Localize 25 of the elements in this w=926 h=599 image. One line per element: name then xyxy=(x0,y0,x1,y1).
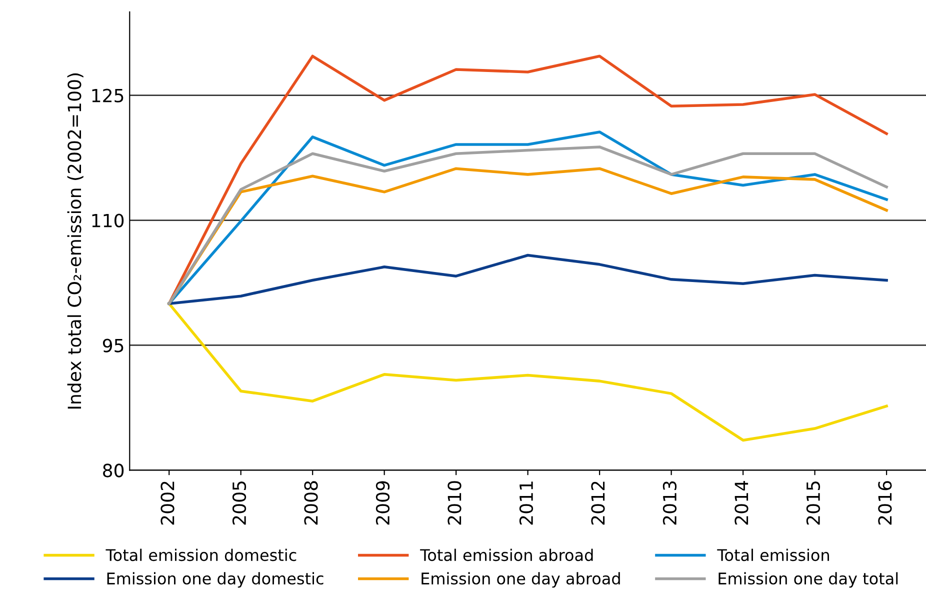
x-tick-label: 2010 xyxy=(448,481,462,525)
x-tick-label: 2016 xyxy=(878,481,892,525)
legend-label: Emission one day abroad xyxy=(422,572,620,588)
x-tick-label: 2013 xyxy=(662,481,677,525)
y-tick-label: 125 xyxy=(92,88,124,102)
x-tick-label: 2012 xyxy=(591,482,605,525)
line-series xyxy=(168,302,888,442)
x-tick-label: 2011 xyxy=(519,482,534,525)
x-tick-label: 2014 xyxy=(734,480,748,525)
y-axis-title: Index total CO₂-emission (2002=100) xyxy=(67,73,84,409)
y-tick-label: 95 xyxy=(102,338,124,352)
line-series xyxy=(168,254,888,305)
x-tick-label: 2015 xyxy=(806,482,820,525)
x-tick-label: 2002 xyxy=(160,482,174,525)
x-tick-label: 2009 xyxy=(376,481,390,525)
x-tick-label: 2005 xyxy=(232,482,246,525)
y-tick-label: 110 xyxy=(92,214,124,228)
legend-label: Emission one day domestic xyxy=(107,572,324,588)
legend-label: Total emission xyxy=(717,548,829,562)
legend-label: Total emission domestic xyxy=(106,548,296,562)
legend-label: Total emission abroad xyxy=(420,548,593,562)
x-tick-label: 2008 xyxy=(304,481,318,525)
legend-label: Emission one day total xyxy=(718,572,898,588)
y-tick-label: 80 xyxy=(103,464,124,478)
line-series xyxy=(168,54,888,305)
